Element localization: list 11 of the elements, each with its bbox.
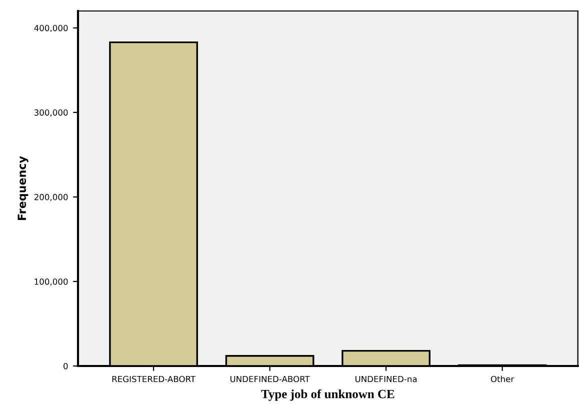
y-tick-label: 0 (64, 362, 68, 370)
x-axis-title: Type job of unknown CE (261, 389, 394, 401)
y-tick-label: 200,000 (34, 194, 68, 202)
y-tick-label: 300,000 (34, 109, 68, 117)
x-tick-label: REGISTERED-ABORT (112, 376, 196, 382)
x-tick-label: UNDEFINED-na (355, 376, 417, 382)
x-tick-label: Other (490, 376, 514, 382)
y-tick-label: 400,000 (34, 24, 68, 32)
y-axis-title: Frequency (18, 156, 28, 220)
y-tick-label: 100,000 (34, 278, 68, 286)
x-tick-label: UNDEFINED-ABORT (230, 376, 310, 382)
